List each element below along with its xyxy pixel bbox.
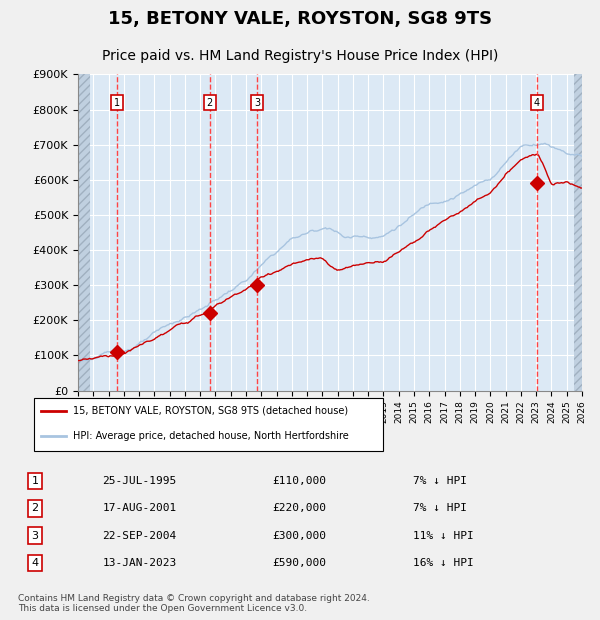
Text: 13-JAN-2023: 13-JAN-2023 <box>103 558 177 568</box>
Text: 17-AUG-2001: 17-AUG-2001 <box>103 503 177 513</box>
Text: 7% ↓ HPI: 7% ↓ HPI <box>413 503 467 513</box>
Text: 1: 1 <box>114 97 120 107</box>
Text: Contains HM Land Registry data © Crown copyright and database right 2024.
This d: Contains HM Land Registry data © Crown c… <box>18 594 370 613</box>
Text: 7% ↓ HPI: 7% ↓ HPI <box>413 476 467 486</box>
Text: 15, BETONY VALE, ROYSTON, SG8 9TS: 15, BETONY VALE, ROYSTON, SG8 9TS <box>108 9 492 28</box>
Text: 3: 3 <box>254 97 260 107</box>
Text: 16% ↓ HPI: 16% ↓ HPI <box>413 558 473 568</box>
Text: £590,000: £590,000 <box>272 558 326 568</box>
Text: 3: 3 <box>31 531 38 541</box>
Text: 4: 4 <box>31 558 38 568</box>
Text: 2: 2 <box>206 97 213 107</box>
FancyBboxPatch shape <box>34 399 383 451</box>
Text: 11% ↓ HPI: 11% ↓ HPI <box>413 531 473 541</box>
Text: 22-SEP-2004: 22-SEP-2004 <box>103 531 177 541</box>
Text: £110,000: £110,000 <box>272 476 326 486</box>
Text: £300,000: £300,000 <box>272 531 326 541</box>
Text: Price paid vs. HM Land Registry's House Price Index (HPI): Price paid vs. HM Land Registry's House … <box>102 49 498 63</box>
Text: 4: 4 <box>534 97 540 107</box>
Bar <box>78 74 90 391</box>
Text: 25-JUL-1995: 25-JUL-1995 <box>103 476 177 486</box>
Bar <box>574 74 582 391</box>
Text: 2: 2 <box>31 503 38 513</box>
Text: 1: 1 <box>31 476 38 486</box>
Text: £220,000: £220,000 <box>272 503 326 513</box>
Text: 15, BETONY VALE, ROYSTON, SG8 9TS (detached house): 15, BETONY VALE, ROYSTON, SG8 9TS (detac… <box>73 405 349 416</box>
Text: HPI: Average price, detached house, North Hertfordshire: HPI: Average price, detached house, Nort… <box>73 431 349 441</box>
